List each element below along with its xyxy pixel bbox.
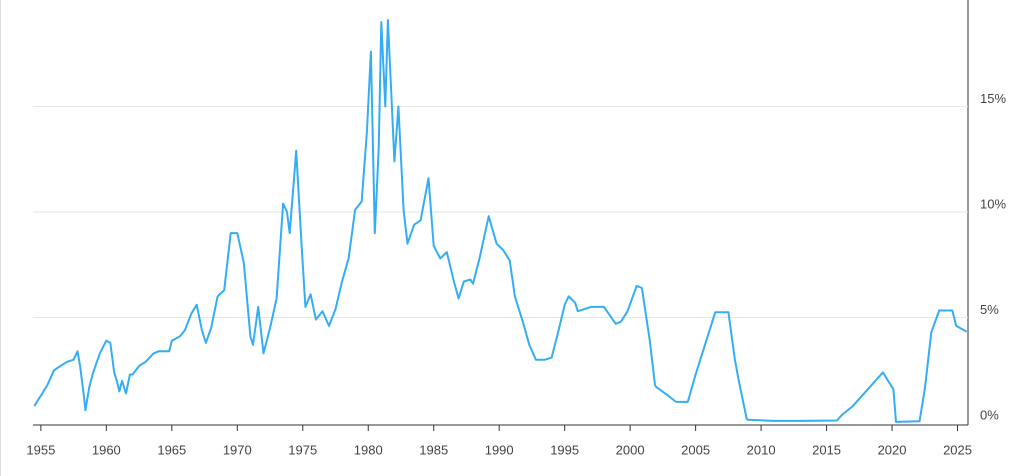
x-tick-label: 1955 (26, 442, 55, 457)
x-tick-label: 2025 (943, 442, 972, 457)
y-tick-label: 10% (980, 196, 1006, 211)
line (33, 19, 968, 423)
x-tick-label: 1960 (92, 442, 121, 457)
y-tick-label: 0% (980, 407, 999, 422)
x-tick-label: 1970 (223, 442, 252, 457)
y-tick-label: 5% (980, 302, 999, 317)
x-tick-label: 1975 (288, 442, 317, 457)
x-tick-label: 1995 (550, 442, 579, 457)
x-tick-label: 1985 (419, 442, 448, 457)
x-tick-label: 2020 (878, 442, 907, 457)
x-tick-label: 2005 (681, 442, 710, 457)
x-tick-label: 2015 (812, 442, 841, 457)
x-tick-label: 1990 (485, 442, 514, 457)
y-tick-label: 15% (980, 91, 1006, 106)
x-tick-label: 1965 (157, 442, 186, 457)
x-tick-label: 2000 (616, 442, 645, 457)
x-tick-label: 1980 (354, 442, 383, 457)
x-tick-label: 2010 (747, 442, 776, 457)
